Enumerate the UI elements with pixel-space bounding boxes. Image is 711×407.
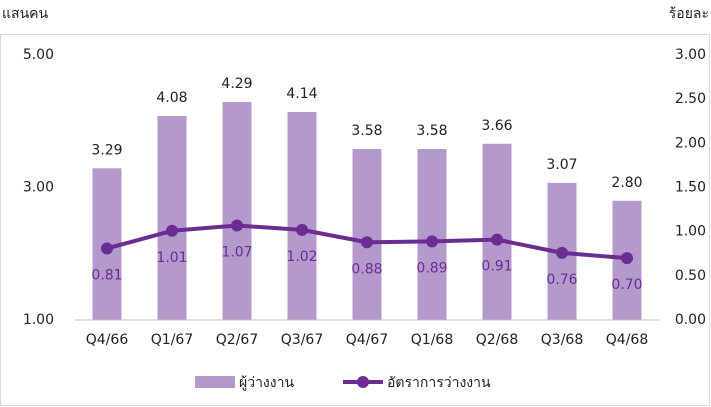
x-tick-label: Q2/67 [216,332,258,348]
line-value-label: 1.02 [286,249,317,265]
bar-value-label: 4.29 [221,76,252,92]
line-value-label: 1.01 [156,250,187,266]
line-value-label: 1.07 [221,244,252,260]
bar-value-label: 3.29 [91,142,122,158]
bar [222,102,252,320]
y-tick-label: 5.00 [23,47,54,63]
x-tick-label: Q4/68 [606,332,648,348]
bar-value-label: 3.58 [416,123,447,139]
y2-axis-label: ร้อยละ [669,6,709,22]
y2-tick-label: 1.50 [675,180,706,196]
chart-frame [0,34,710,406]
y-axis-label: แสนคน [2,6,49,22]
y2-tick-label: 3.00 [675,47,706,63]
line-marker [231,219,243,232]
line-value-label: 0.91 [481,259,512,275]
bar [352,149,382,320]
x-tick-label: Q1/67 [151,332,193,348]
bar [482,143,512,320]
line-marker [426,235,438,248]
line-marker [296,223,308,236]
line-value-label: 0.81 [91,267,122,283]
line-value-label: 0.70 [611,277,642,293]
line-marker [491,233,503,246]
bar-value-label: 4.14 [286,86,317,102]
y-tick-label: 1.00 [23,312,54,328]
line-value-label: 0.76 [546,272,577,288]
bar [287,111,317,320]
bar-value-label: 3.58 [351,123,382,139]
bar [417,149,447,320]
bar-value-label: 3.66 [481,118,512,134]
y2-tick-label: 1.00 [675,224,706,240]
bar [157,115,187,320]
legend-label: อัตราการว่างงาน [387,375,491,391]
bar-value-label: 3.07 [546,157,577,173]
line-marker [101,242,113,255]
legend-swatch [195,376,235,388]
legend-swatch-marker [357,376,369,388]
x-tick-label: Q3/68 [541,332,583,348]
line-marker [166,224,178,237]
y2-tick-label: 2.00 [675,135,706,151]
line-marker [556,246,568,259]
line-marker [621,252,633,265]
line-value-label: 0.89 [416,260,447,276]
x-tick-label: Q2/68 [476,332,518,348]
x-tick-label: Q4/66 [86,332,129,348]
line-marker [361,236,373,249]
x-tick-label: Q1/68 [411,332,453,348]
legend-label: ผู้ว่างงาน [239,375,294,391]
y2-tick-label: 2.50 [675,91,706,107]
line-value-label: 0.88 [351,261,382,277]
x-tick-label: Q4/67 [346,332,388,348]
bar-value-label: 2.80 [611,175,642,191]
bar-value-label: 4.08 [156,90,187,106]
y2-tick-label: 0.50 [675,268,706,284]
y2-tick-label: 0.00 [675,312,706,328]
x-tick-label: Q3/67 [281,332,323,348]
y-tick-label: 3.00 [23,180,54,196]
